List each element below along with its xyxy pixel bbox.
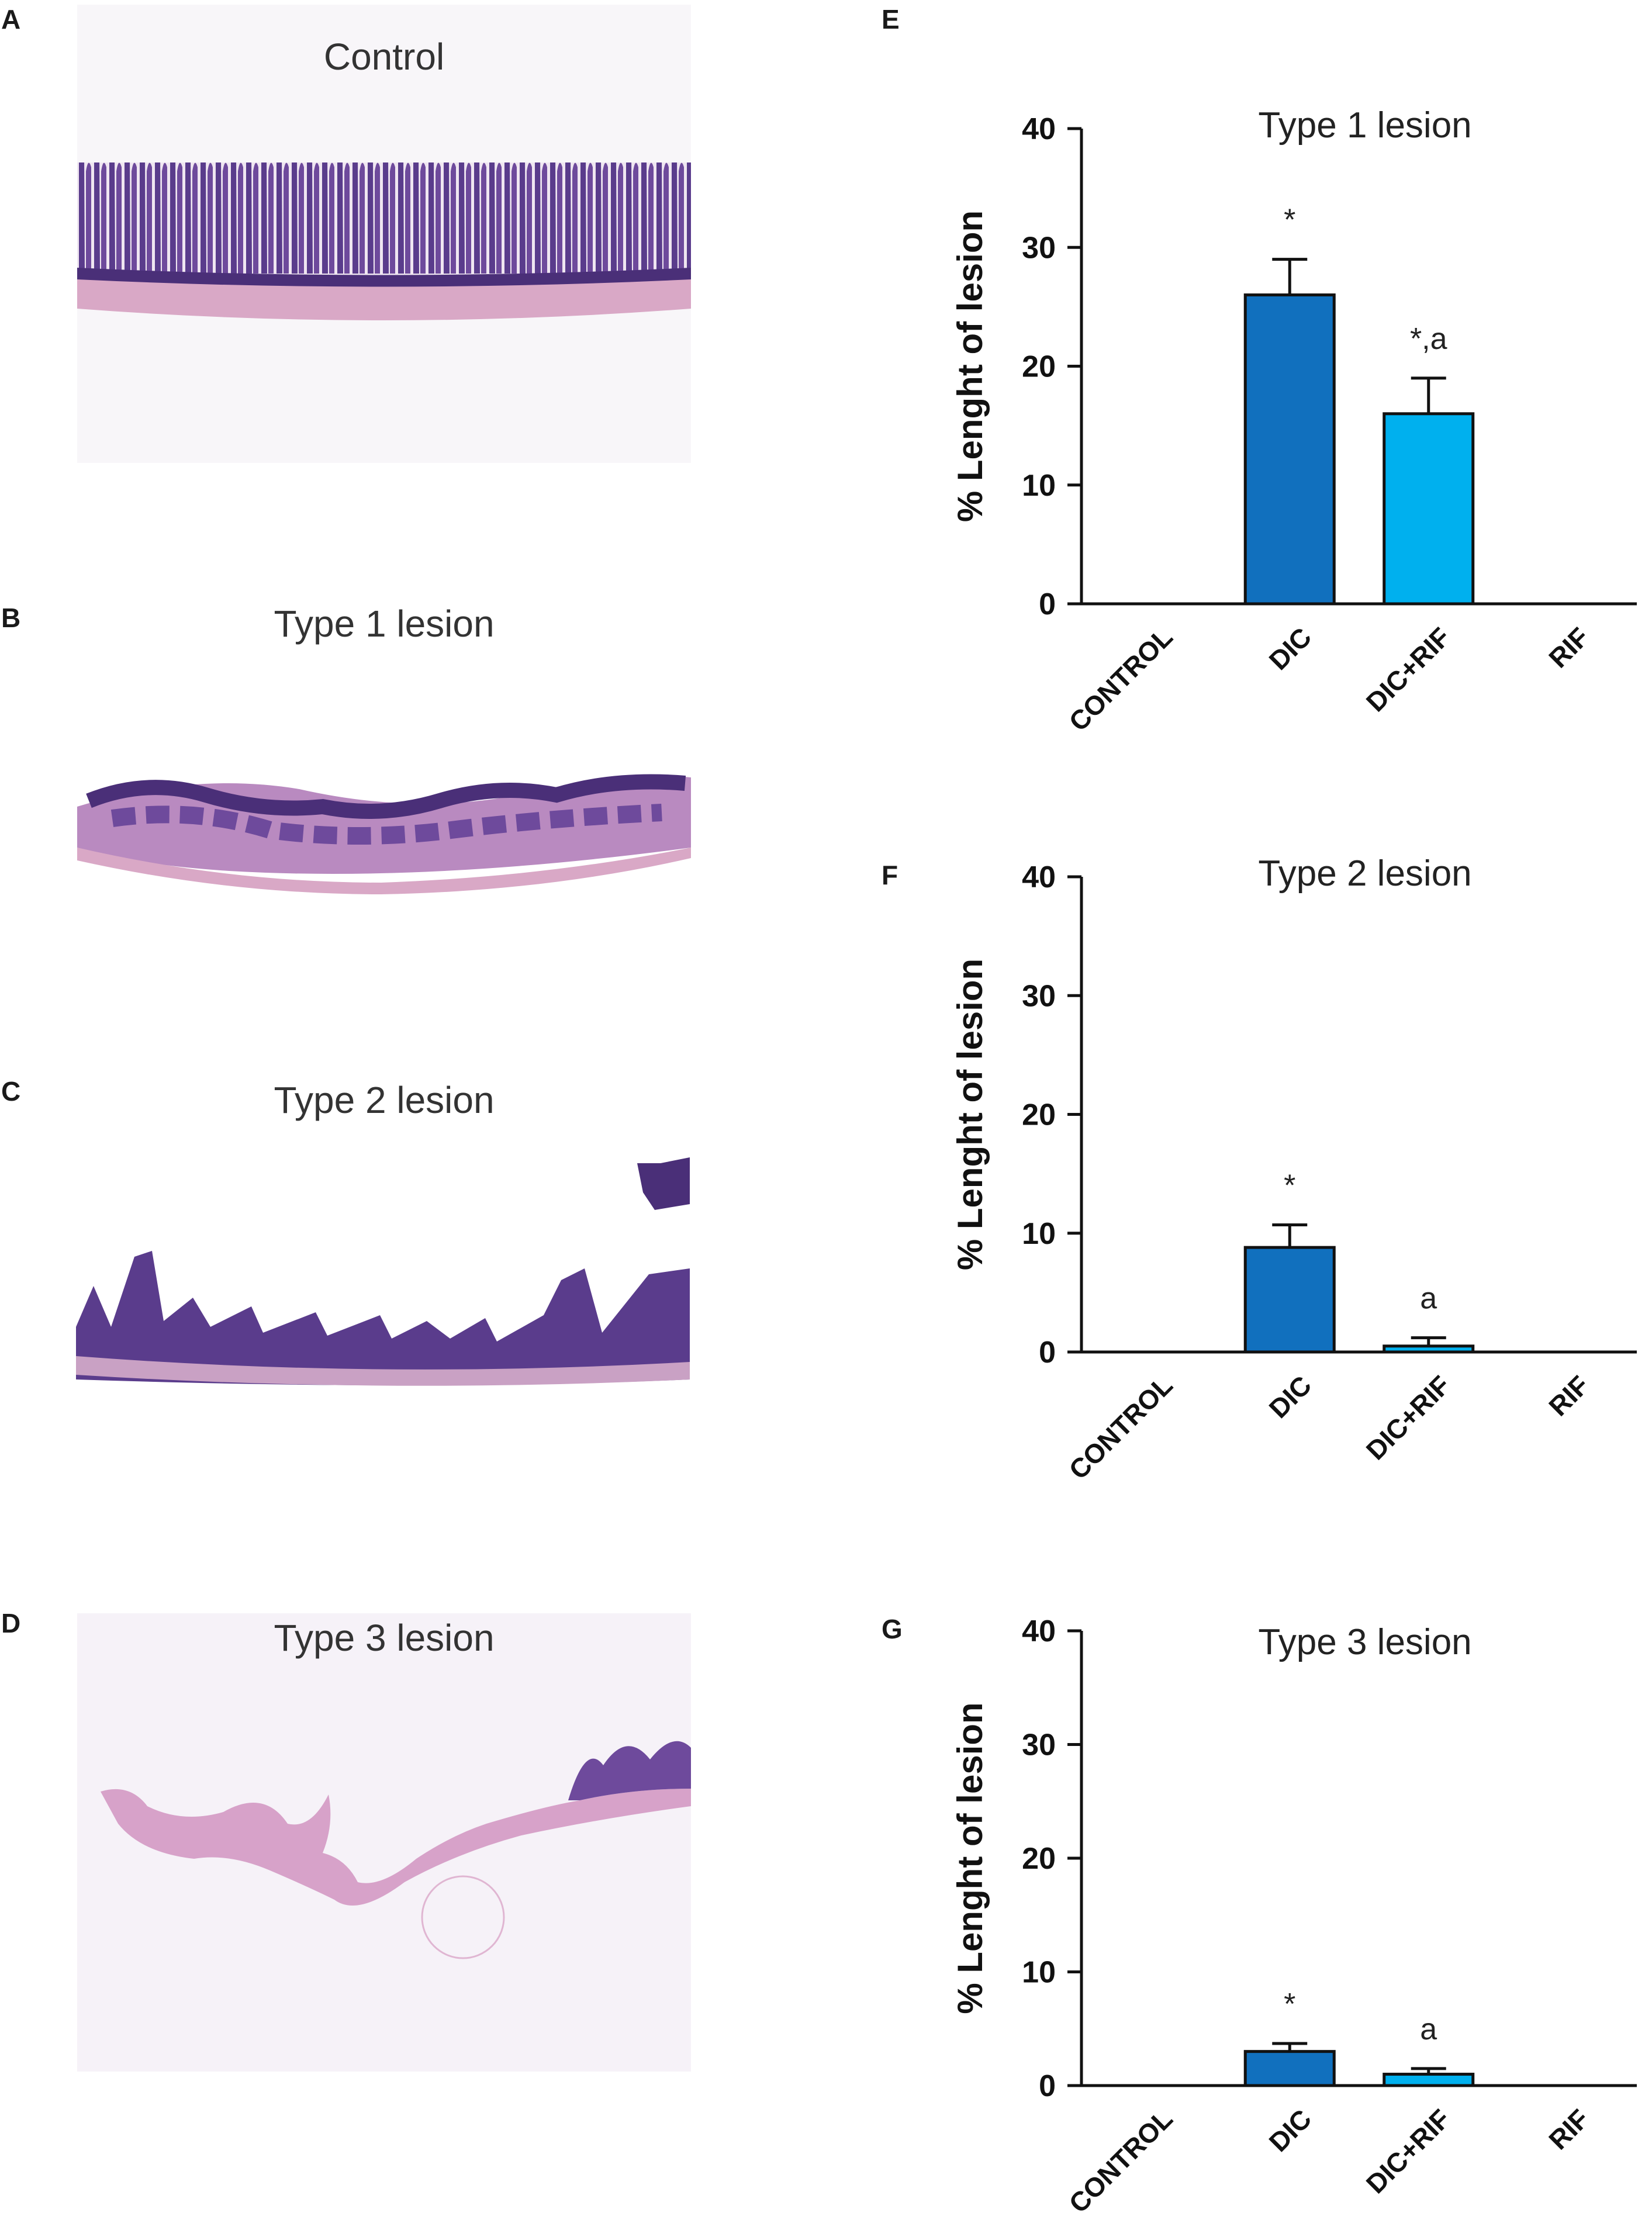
micrograph-title-control: Control	[323, 36, 445, 78]
bar-dic-rif	[1383, 412, 1475, 606]
y-axis-label: % Lenght of lesion	[951, 210, 990, 522]
panel-label-a: A	[1, 4, 21, 34]
y-tick-label: 30	[1022, 979, 1056, 1013]
y-tick-label: 0	[1039, 587, 1056, 621]
y-axis-label: % Lenght of lesion	[951, 1702, 990, 2014]
micrograph-title-type3: Type 3 lesion	[274, 1617, 495, 1659]
category-label: DIC	[1263, 621, 1318, 676]
category-label: DIC	[1263, 1370, 1318, 1424]
category-label: CONTROL	[1063, 1370, 1178, 1485]
micrograph-type2	[76, 1076, 690, 1496]
micrograph-type1	[77, 596, 691, 1005]
panel-label-c: C	[1, 1076, 21, 1106]
category-label: DIC+RIF	[1360, 621, 1456, 717]
y-tick-label: 10	[1022, 1217, 1056, 1251]
category-label: DIC+RIF	[1360, 2103, 1456, 2199]
y-tick-label: 40	[1022, 1614, 1056, 1648]
chart-2: 0 10 20 30 40 % Lenght of lesion Type 2 lesion…	[951, 853, 1637, 1485]
y-tick-label: 0	[1039, 2069, 1056, 2103]
chart-3: 0 10 20 30 40 % Lenght of lesion Type 3 lesion…	[951, 1614, 1637, 2213]
micrograph-type2-image	[76, 1157, 690, 1386]
category-label: CONTROL	[1063, 2103, 1178, 2213]
y-axis-label: % Lenght of lesion	[951, 959, 990, 1270]
y-tick-label: 40	[1022, 860, 1056, 894]
significance-label: a	[1420, 2013, 1437, 2046]
chart-1: 0 10 20 30 40 % Lenght of lesion Type 1 lesion…	[951, 105, 1637, 737]
significance-label: a	[1420, 1282, 1437, 1316]
significance-label: *	[1284, 203, 1295, 237]
y-tick-label: 20	[1022, 1842, 1056, 1876]
panel-label-d: D	[1, 1608, 21, 1638]
category-label: RIF	[1543, 621, 1595, 673]
panel-label-f: F	[882, 860, 898, 890]
panel-label-e: E	[882, 4, 900, 34]
bar-dic	[1243, 293, 1336, 606]
y-tick-label: 40	[1022, 112, 1056, 146]
bar-dic	[1243, 2050, 1336, 2087]
y-tick-label: 30	[1022, 1728, 1056, 1762]
micrograph-type3-image	[101, 1741, 691, 1959]
bar-dic-rif	[1383, 2073, 1475, 2087]
significance-label: *	[1284, 1987, 1295, 2021]
category-label: DIC	[1263, 2103, 1318, 2157]
category-label: RIF	[1543, 1370, 1595, 1422]
category-label: DIC+RIF	[1360, 1370, 1456, 1465]
chart-title: Type 2 lesion	[1258, 853, 1471, 894]
chart-title: Type 1 lesion	[1258, 105, 1471, 146]
micrograph-title-type1: Type 1 lesion	[274, 603, 495, 645]
chart-title: Type 3 lesion	[1258, 1622, 1471, 1662]
category-label: RIF	[1543, 2103, 1595, 2155]
micrograph-control	[77, 5, 691, 463]
panel-label-b: B	[1, 603, 21, 633]
y-tick-label: 20	[1022, 350, 1056, 384]
y-tick-label: 10	[1022, 1956, 1056, 1990]
panel-label-g: G	[882, 1614, 903, 1644]
micrograph-control-image	[77, 162, 691, 320]
micrograph-type3	[77, 1613, 691, 2072]
y-tick-label: 0	[1039, 1336, 1056, 1370]
y-tick-label: 10	[1022, 469, 1056, 503]
significance-label: *,a	[1410, 322, 1447, 356]
micrograph-type1-image	[77, 774, 691, 894]
micrograph-title-type2: Type 2 lesion	[274, 1079, 495, 1121]
y-tick-label: 20	[1022, 1098, 1056, 1132]
bar-dic	[1243, 1246, 1336, 1354]
y-tick-label: 30	[1022, 231, 1056, 265]
bar-dic-rif	[1383, 1344, 1475, 1354]
category-label: CONTROL	[1063, 621, 1178, 737]
significance-label: *	[1284, 1169, 1295, 1203]
